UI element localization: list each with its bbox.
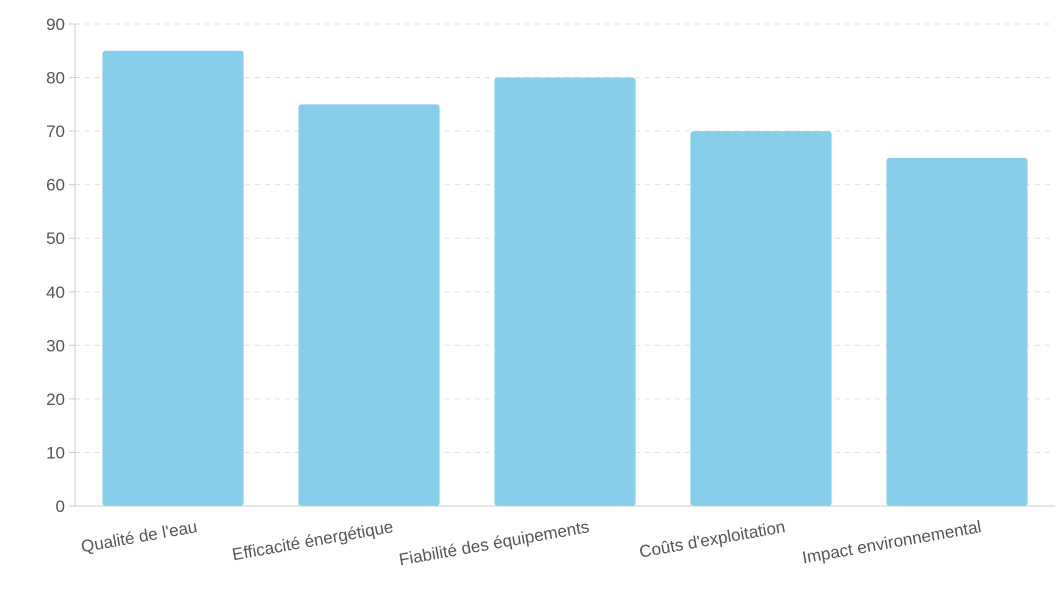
- bar[interactable]: [102, 50, 244, 507]
- x-axis-labels: Qualité de l'eau Efficacité énergétique Fi…: [80, 517, 983, 569]
- y-tick-label: 80: [46, 69, 65, 88]
- y-axis-ticks: 0 10 20 30 40 50 60 70 80 90: [46, 15, 75, 516]
- x-category-label: Qualité de l'eau: [80, 517, 199, 556]
- y-tick-label: 50: [46, 229, 65, 248]
- bar[interactable]: [494, 77, 636, 507]
- bar[interactable]: [298, 104, 440, 506]
- y-tick-label: 40: [46, 283, 65, 302]
- y-tick-label: 70: [46, 122, 65, 141]
- x-category-label: Fiabilité des équipements: [398, 517, 591, 569]
- y-tick-label: 20: [46, 390, 65, 409]
- y-tick-label: 60: [46, 176, 65, 195]
- y-tick-label: 30: [46, 336, 65, 355]
- bar[interactable]: [886, 157, 1028, 506]
- bar[interactable]: [690, 131, 832, 506]
- x-category-label: Efficacité énergétique: [231, 517, 395, 564]
- y-tick-label: 90: [46, 15, 65, 34]
- x-category-label: Coûts d'exploitation: [638, 517, 787, 561]
- y-tick-label: 0: [56, 497, 65, 516]
- x-category-label: Impact environnemental: [801, 517, 983, 567]
- y-tick-label: 10: [46, 443, 65, 462]
- bars: [102, 50, 1028, 507]
